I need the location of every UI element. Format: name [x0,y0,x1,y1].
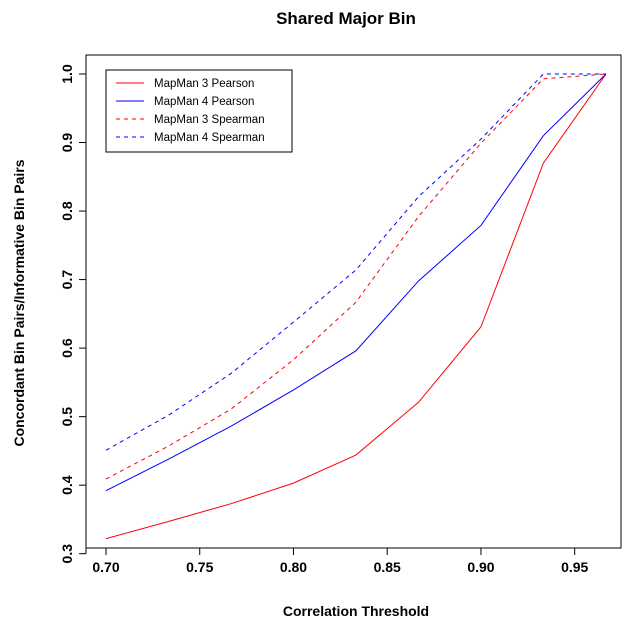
x-axis-label: Correlation Threshold [283,603,429,618]
y-tick-label: 0.4 [59,475,75,495]
x-tick-label: 0.85 [374,559,401,575]
x-tick-label: 0.75 [186,559,213,575]
y-tick-label: 0.7 [59,270,75,290]
y-tick-label: 0.5 [59,407,75,427]
y-tick-label: 1.0 [59,64,75,84]
legend: MapMan 3 Pearson MapMan 4 Pearson MapMan 3… [105,69,293,153]
y-tick-label: 0.3 [59,544,75,564]
legend-label: MapMan 3 Spearman [154,114,265,126]
series-line-mapman-4-pearson [105,73,607,492]
y-tick-label: 0.6 [59,338,75,358]
chart-title: Shared Major Bin [276,9,416,28]
legend-box [105,69,293,153]
x-tick-label: 0.95 [561,559,588,575]
y-tick-label: 0.8 [59,201,75,221]
legend-label: MapMan 4 Spearman [154,132,265,144]
legend-label: MapMan 4 Pearson [154,96,254,108]
series-line-mapman-3-spearman [105,73,607,480]
series-line-mapman-4-spearman [105,73,606,451]
y-tick-label: 0.9 [59,133,75,153]
x-axis: 0.70 0.75 0.80 0.85 0.90 0.95 [92,547,589,575]
y-axis-label: Concordant Bin Pairs/Informative Bin Pai… [11,159,27,446]
x-tick-label: 0.80 [280,559,307,575]
series-layer [105,73,607,540]
x-tick-label: 0.90 [467,559,494,575]
x-tick-label: 0.70 [92,559,119,575]
y-axis: 0.3 0.4 0.5 0.6 0.7 0.8 0.9 1.0 [59,64,87,564]
series-line-mapman-3-pearson [105,73,607,540]
legend-label: MapMan 3 Pearson [154,78,254,90]
